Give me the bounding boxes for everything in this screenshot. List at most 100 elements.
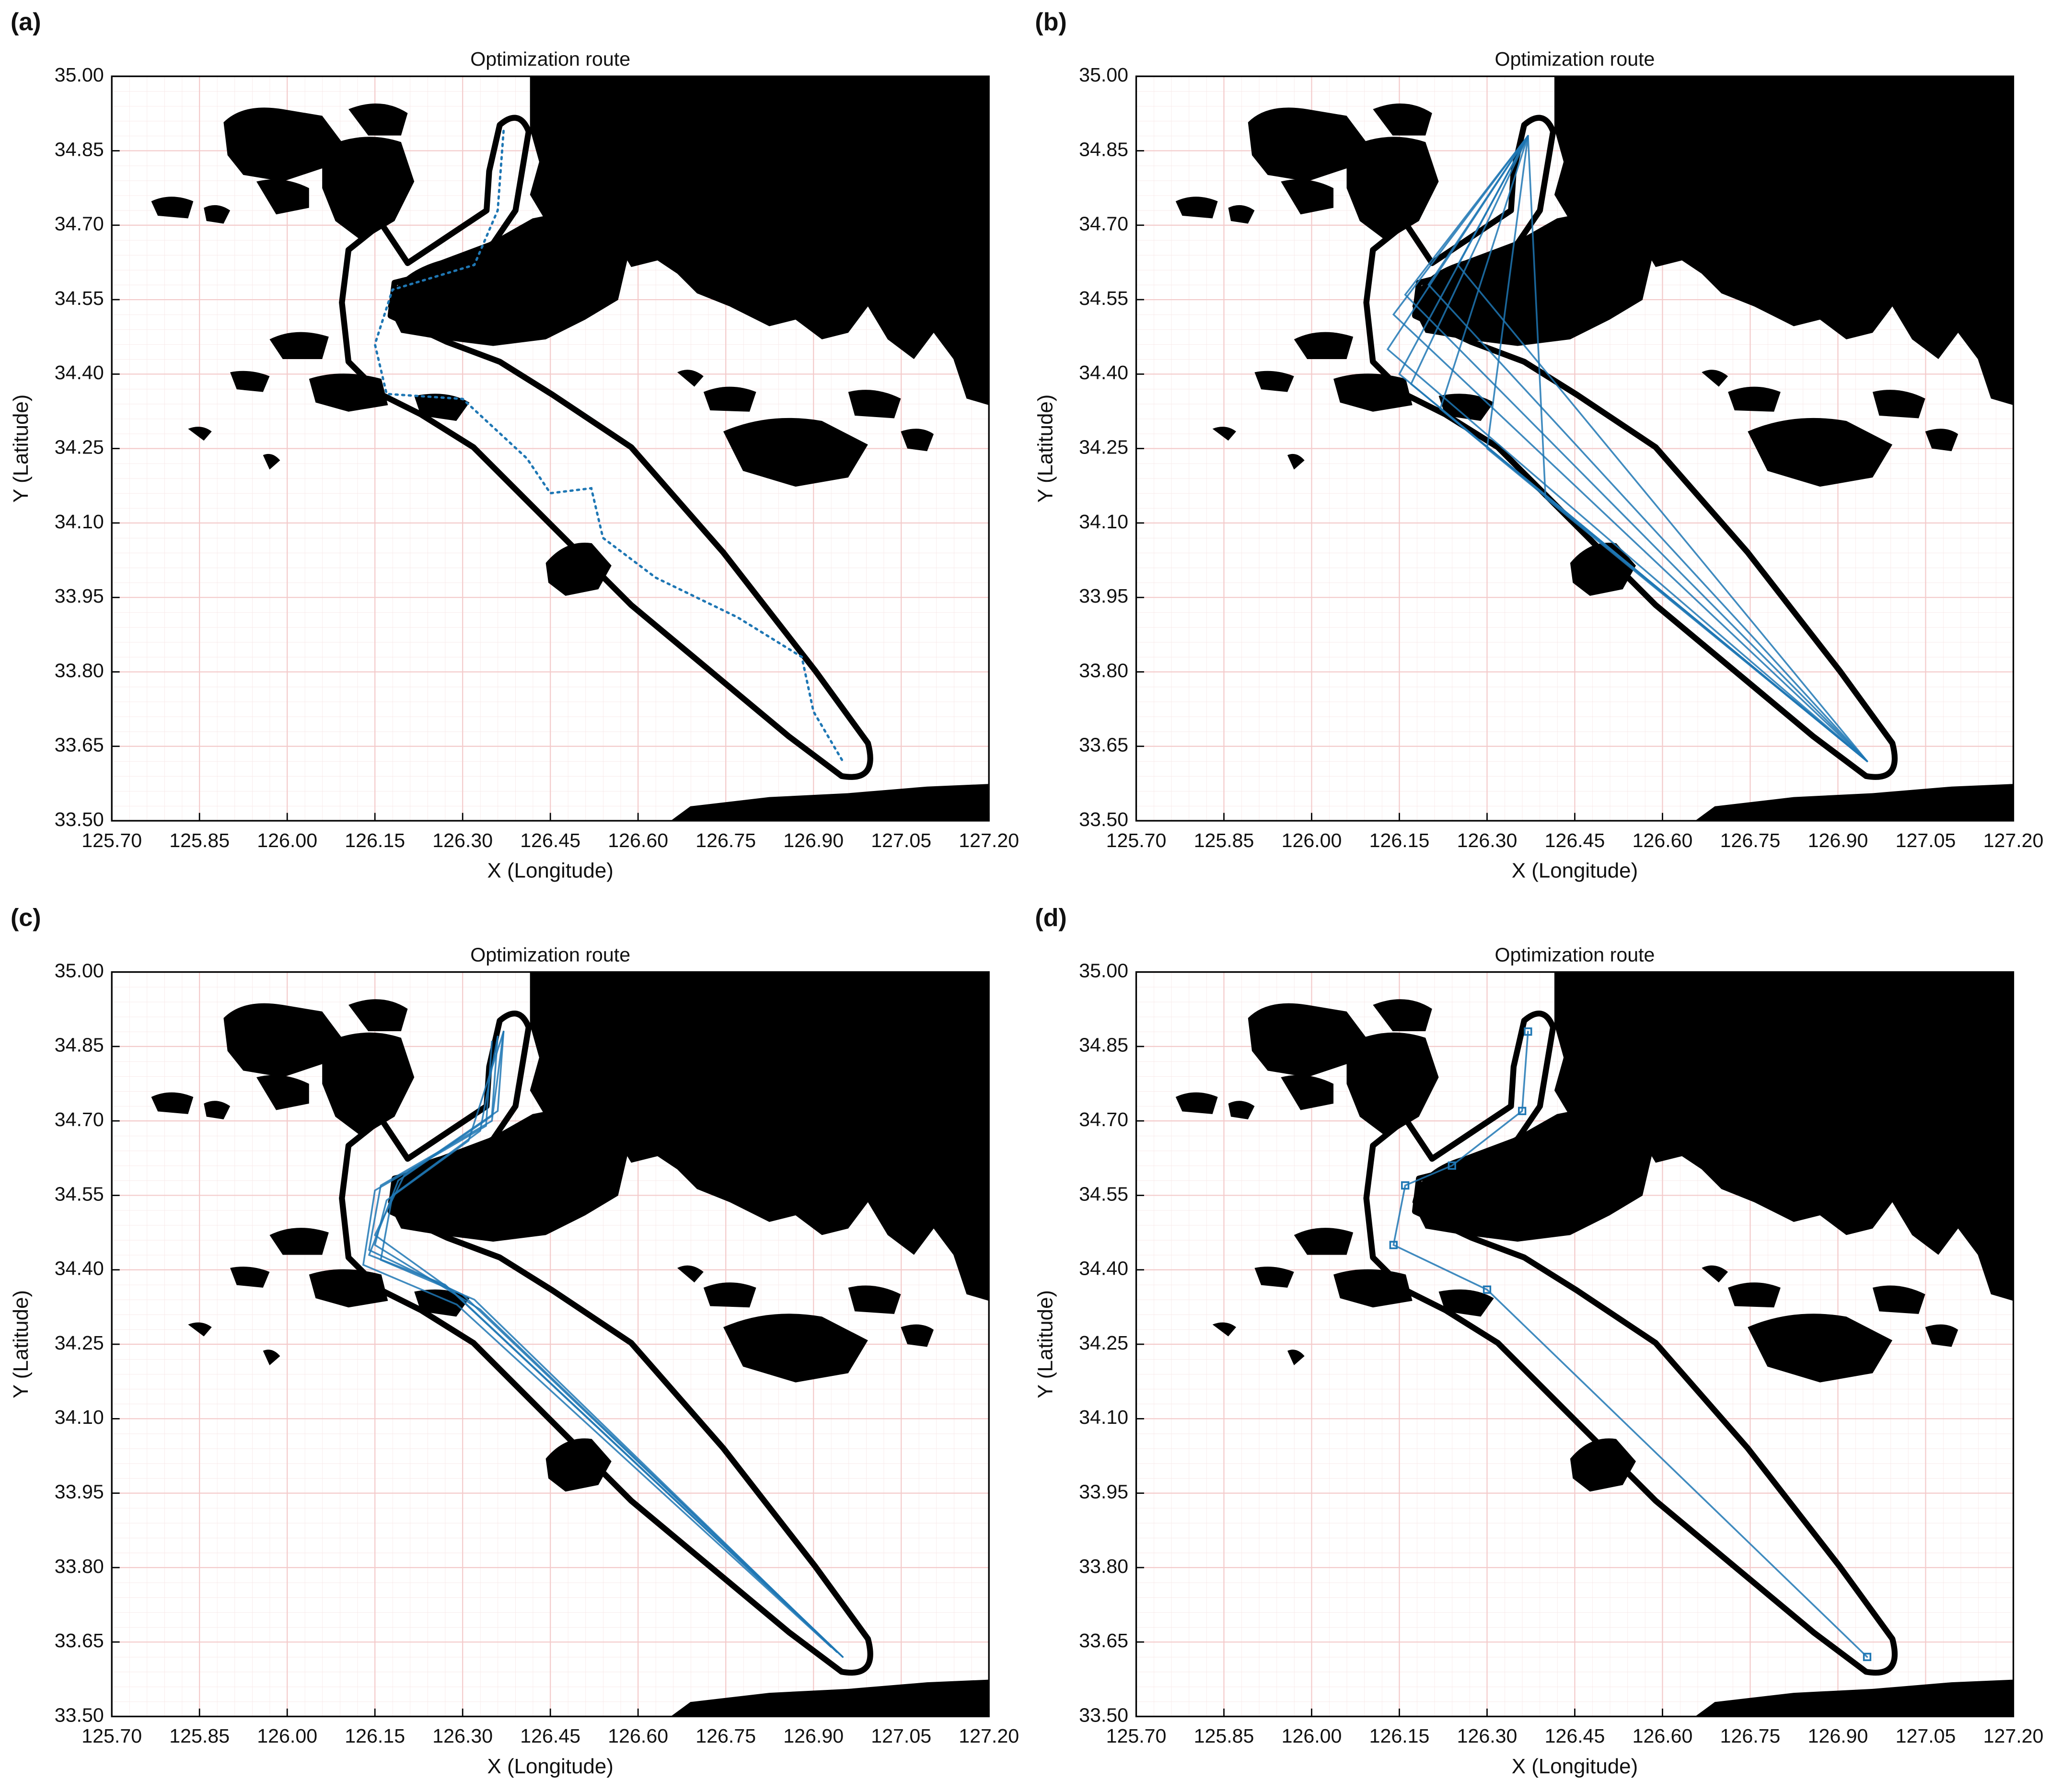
chart-title: Optimization route <box>470 48 630 70</box>
route <box>374 1031 844 1658</box>
y-tick-label: 33.50 <box>1079 808 1128 830</box>
panel: 125.70 125.85 126.00 126.15 126.30 126.45 126.… <box>9 8 1019 882</box>
x-tick-label: 127.20 <box>1983 829 2044 851</box>
x-tick-label: 126.90 <box>783 1725 844 1747</box>
y-tick-label: 33.95 <box>1079 1480 1128 1502</box>
y-tick-label: 33.65 <box>55 1629 104 1652</box>
y-tick-label: 33.50 <box>55 808 104 830</box>
y-tick-label: 33.80 <box>55 1555 104 1577</box>
y-tick-label: 34.70 <box>55 213 104 235</box>
y-tick-label: 34.25 <box>55 436 104 458</box>
y-tick-label: 33.95 <box>55 1480 104 1502</box>
route <box>368 1031 844 1658</box>
waypoint <box>1863 1652 1872 1661</box>
x-tick-label: 126.00 <box>1282 1725 1342 1747</box>
panel-label: (a) <box>11 8 41 36</box>
y-tick-label: 34.10 <box>55 511 104 533</box>
y-tick-label: 33.65 <box>1079 734 1128 756</box>
route <box>1427 135 1868 762</box>
waypoint <box>1448 1161 1456 1170</box>
route <box>368 1036 838 1653</box>
x-tick-label: 125.70 <box>1106 829 1167 851</box>
y-tick-label: 34.40 <box>55 1257 104 1280</box>
x-tick-label: 125.70 <box>81 829 142 851</box>
x-tick-label: 126.00 <box>1282 829 1342 851</box>
waypoint <box>1518 1106 1527 1116</box>
y-tick-label: 34.55 <box>1079 1183 1128 1205</box>
y-tick-label: 34.85 <box>1079 138 1128 160</box>
x-tick-label: 127.05 <box>871 829 931 851</box>
panel: 125.70 125.85 126.00 126.15 126.30 126.45 126.… <box>1034 904 2044 1778</box>
panel-label: (d) <box>1035 904 1067 932</box>
x-tick-label: 126.90 <box>783 829 844 851</box>
y-tick-label: 33.95 <box>1079 585 1128 607</box>
x-tick-label: 127.05 <box>1896 829 1956 851</box>
routes <box>1386 135 1868 762</box>
x-tick-label: 125.85 <box>1194 1725 1254 1747</box>
x-tick-label: 126.15 <box>1369 1725 1430 1747</box>
y-tick-label: 34.70 <box>1079 213 1128 235</box>
y-tick-label: 34.55 <box>55 1183 104 1205</box>
x-tick-label: 127.05 <box>1896 1725 1956 1747</box>
y-tick-label: 35.00 <box>1079 64 1128 86</box>
x-tick-label: 126.75 <box>1720 829 1781 851</box>
y-tick-label: 35.00 <box>55 64 104 86</box>
axes-frame <box>1135 75 2015 822</box>
x-tick-label: 126.30 <box>432 829 493 851</box>
x-tick-label: 126.60 <box>1633 829 1693 851</box>
route <box>1392 135 1868 762</box>
y-tick-label: 34.25 <box>1079 436 1128 458</box>
chart-title: Optimization route <box>470 944 630 966</box>
y-tick-label: 34.70 <box>1079 1108 1128 1130</box>
y-tick-label: 33.80 <box>1079 1555 1128 1577</box>
x-tick-label: 126.45 <box>1545 829 1605 851</box>
x-axis-label: X (Longitude) <box>1512 859 1638 883</box>
route <box>1527 135 1868 762</box>
x-tick-label: 127.20 <box>959 829 1019 851</box>
waypoint <box>1401 1181 1410 1190</box>
x-tick-label: 126.60 <box>608 829 668 851</box>
x-tick-label: 126.90 <box>1808 829 1868 851</box>
x-tick-label: 125.70 <box>1106 1725 1167 1747</box>
y-tick-label: 34.85 <box>1079 1034 1128 1056</box>
x-tick-label: 125.85 <box>1194 829 1254 851</box>
route <box>1404 135 1868 762</box>
y-tick-label: 33.65 <box>55 734 104 756</box>
chart-title: Optimization route <box>1495 48 1655 70</box>
x-tick-label: 126.00 <box>257 1725 317 1747</box>
y-tick-label: 34.55 <box>55 287 104 309</box>
y-axis-label: Y (Latitude) <box>1034 395 1057 503</box>
y-tick-label: 33.80 <box>55 659 104 681</box>
panel: 125.70 125.85 126.00 126.15 126.30 126.45 126.… <box>1034 8 2044 882</box>
panel-label: (b) <box>1035 8 1067 36</box>
x-tick-label: 126.45 <box>1545 1725 1605 1747</box>
x-tick-label: 126.60 <box>1633 1725 1693 1747</box>
x-tick-label: 126.60 <box>608 1725 668 1747</box>
x-tick-label: 126.30 <box>1457 1725 1518 1747</box>
x-axis-label: X (Longitude) <box>487 1755 613 1778</box>
y-axis-label: Y (Latitude) <box>9 395 33 503</box>
x-tick-label: 126.15 <box>345 1725 405 1747</box>
y-axis-label: Y (Latitude) <box>9 1290 33 1398</box>
x-tick-label: 126.15 <box>345 829 405 851</box>
y-tick-label: 35.00 <box>1079 959 1128 981</box>
y-tick-label: 34.40 <box>1079 1257 1128 1280</box>
x-tick-label: 126.45 <box>520 1725 580 1747</box>
x-tick-label: 126.75 <box>695 829 756 851</box>
x-tick-label: 127.20 <box>959 1725 1019 1747</box>
y-tick-label: 33.65 <box>1079 1629 1128 1652</box>
y-tick-label: 34.10 <box>1079 1406 1128 1428</box>
axes-frame <box>111 971 990 1718</box>
axes-frame <box>1135 971 2015 1718</box>
x-tick-label: 126.45 <box>520 829 580 851</box>
y-tick-label: 34.10 <box>55 1406 104 1428</box>
x-tick-label: 126.30 <box>1457 829 1518 851</box>
x-tick-label: 125.85 <box>169 829 230 851</box>
x-tick-label: 125.70 <box>81 1725 142 1747</box>
y-tick-label: 34.25 <box>55 1332 104 1354</box>
y-tick-label: 33.80 <box>1079 659 1128 681</box>
y-tick-label: 34.10 <box>1079 511 1128 533</box>
route <box>380 1036 838 1653</box>
y-tick-label: 33.95 <box>55 585 104 607</box>
